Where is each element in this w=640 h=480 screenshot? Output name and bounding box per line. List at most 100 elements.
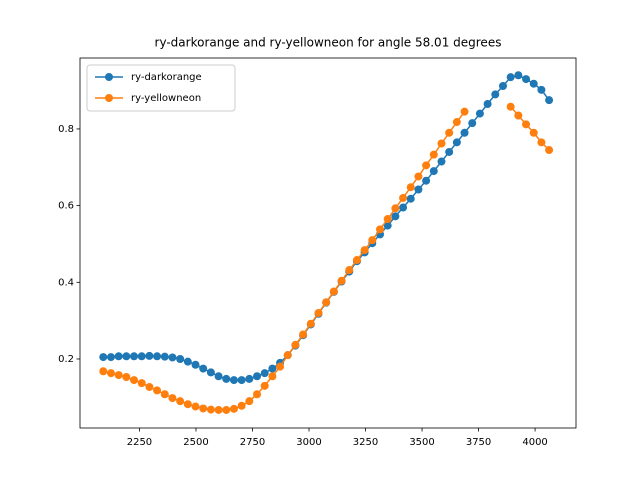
point [414, 185, 423, 194]
x-tick-label: 3750 [466, 437, 491, 448]
point [437, 157, 446, 166]
point [406, 194, 415, 203]
point [145, 351, 154, 360]
point [445, 147, 454, 156]
point [114, 371, 123, 380]
point [529, 79, 538, 88]
point [422, 161, 431, 170]
point [237, 401, 246, 410]
point [114, 352, 123, 361]
x-tick-label: 4000 [522, 437, 547, 448]
point [383, 221, 392, 230]
point [153, 352, 162, 361]
point [137, 352, 146, 361]
point [491, 90, 500, 99]
point [191, 402, 200, 411]
point [99, 367, 108, 376]
point [514, 111, 523, 120]
y-tick-label: 0.8 [58, 124, 74, 135]
point [406, 183, 415, 192]
point [468, 119, 477, 128]
point [122, 373, 131, 382]
point [383, 215, 392, 224]
point [237, 376, 246, 385]
point [429, 167, 438, 176]
point [299, 330, 308, 339]
point [399, 193, 408, 202]
point [214, 405, 223, 414]
point [314, 308, 323, 317]
point [222, 374, 231, 383]
point [130, 376, 139, 385]
point [368, 236, 377, 245]
chart-title: ry-darkorange and ry-yellowneon for angl… [155, 36, 502, 50]
point [253, 372, 262, 381]
point [229, 376, 238, 385]
point [183, 400, 192, 409]
series [99, 102, 554, 414]
point [176, 397, 185, 406]
point [545, 96, 554, 105]
point [445, 128, 454, 137]
point [475, 109, 484, 118]
point [483, 100, 492, 109]
point [268, 364, 277, 373]
point [137, 379, 146, 388]
point [329, 287, 338, 296]
point [245, 397, 254, 406]
point [214, 372, 223, 381]
point [322, 298, 331, 307]
point [522, 120, 531, 129]
y-tick-label: 0.6 [58, 201, 74, 212]
point [522, 75, 531, 84]
point [160, 352, 169, 361]
point [422, 176, 431, 185]
point [268, 372, 277, 381]
point [106, 369, 115, 378]
point [545, 146, 554, 155]
point [229, 404, 238, 413]
x-tick-label: 3250 [353, 437, 378, 448]
point [429, 150, 438, 159]
point [130, 352, 139, 361]
point [537, 85, 546, 94]
point [506, 73, 515, 82]
point [283, 351, 292, 360]
y-tick-label: 0.4 [58, 277, 74, 288]
point [160, 390, 169, 399]
point [176, 354, 185, 363]
point [191, 360, 200, 369]
y-tick-label: 0.2 [58, 354, 74, 365]
point [122, 352, 131, 361]
point [352, 256, 361, 265]
x-tick-label: 3500 [409, 437, 434, 448]
point [245, 374, 254, 383]
legend-label: ry-yellowneon [131, 93, 201, 104]
point [222, 405, 231, 414]
x-tick-label: 3000 [296, 437, 321, 448]
point [399, 203, 408, 212]
point [452, 138, 461, 147]
point [537, 138, 546, 147]
point [260, 369, 269, 378]
point [460, 128, 469, 137]
point [460, 107, 469, 116]
point [168, 394, 177, 403]
point [345, 266, 354, 275]
point [529, 128, 538, 137]
legend-marker [105, 94, 113, 102]
point [260, 381, 269, 390]
point [391, 204, 400, 213]
point [306, 319, 315, 328]
point [514, 71, 523, 80]
point [452, 118, 461, 127]
legend-box [86, 64, 236, 112]
point [276, 362, 285, 371]
point [391, 212, 400, 221]
plot-frame [79, 57, 577, 429]
point [360, 246, 369, 255]
point [106, 353, 115, 362]
point [437, 139, 446, 148]
point [337, 276, 346, 285]
